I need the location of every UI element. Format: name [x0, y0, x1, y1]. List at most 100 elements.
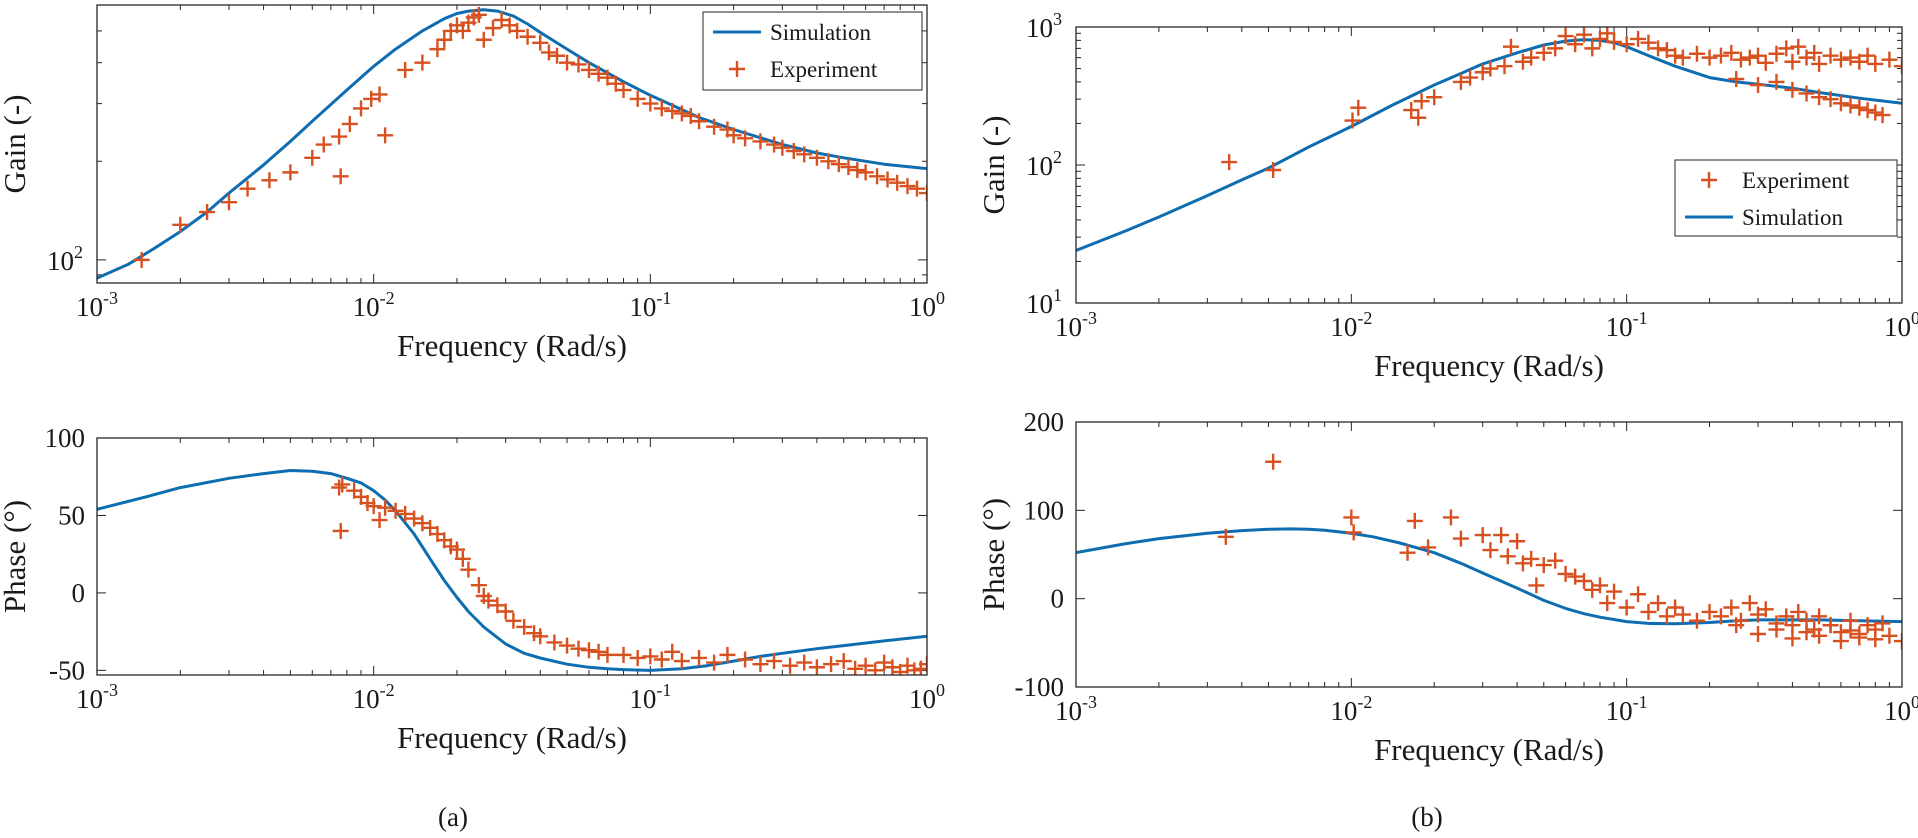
- y-axis-label: Gain (-): [976, 116, 1011, 215]
- y-tick-label: -50: [49, 655, 85, 685]
- legend-box: [702, 11, 923, 91]
- experiment-point: [1811, 627, 1828, 644]
- experiment-point: [505, 612, 522, 629]
- experiment-point: [849, 162, 866, 179]
- experiment-point: [1350, 99, 1367, 116]
- experiment-point: [1894, 58, 1902, 75]
- x-tick-label-exponent: -3: [1082, 308, 1097, 328]
- y-tick-label: 102: [1026, 147, 1062, 181]
- experiment-point: [857, 657, 874, 674]
- experiment-point: [1606, 33, 1623, 50]
- experiment-point: [653, 651, 670, 668]
- experiment-point: [1345, 524, 1362, 541]
- legend-box: [1674, 159, 1898, 237]
- experiment-point: [1867, 55, 1884, 72]
- x-tick-label: 10-1: [1606, 692, 1648, 726]
- experiment-point: [1701, 603, 1718, 620]
- experiment-point: [590, 65, 607, 82]
- experiment-point: [1778, 40, 1795, 57]
- experiment-point: [1874, 615, 1891, 632]
- experiment-point: [1576, 573, 1593, 589]
- plot-area: [97, 6, 927, 280]
- legend-experiment-swatch: [729, 61, 745, 77]
- experiment-point: [1790, 38, 1807, 55]
- experiment-point: [629, 649, 646, 666]
- experiment-point: [673, 653, 690, 670]
- plot-area: [97, 469, 927, 675]
- experiment-point: [1832, 633, 1849, 650]
- caption-b: (b): [1411, 802, 1442, 832]
- experiment-point: [1768, 73, 1785, 90]
- experiment-point: [1265, 453, 1282, 470]
- legend-simulation-label: Simulation: [770, 20, 871, 45]
- experiment-point: [475, 31, 492, 48]
- experiment-point: [470, 577, 487, 594]
- experiment-point: [546, 634, 563, 651]
- experiment-point: [1343, 509, 1360, 526]
- simulation-line: [97, 469, 927, 672]
- experiment-point: [429, 41, 446, 58]
- experiment-point: [1426, 89, 1443, 106]
- x-tick-label-exponent: -2: [1357, 692, 1372, 712]
- experiment-point: [332, 522, 349, 539]
- x-tick-label-exponent: -2: [380, 680, 395, 700]
- experiment-point: [1630, 586, 1647, 603]
- experiment-point: [808, 659, 825, 675]
- experiment-point: [785, 142, 802, 159]
- y-tick-label-exponent: 3: [1053, 9, 1062, 29]
- experiment-point: [1557, 28, 1574, 45]
- experiment-point: [377, 127, 394, 144]
- plot-area: [1076, 453, 1902, 650]
- experiment-point: [1723, 44, 1740, 61]
- x-tick-label-base: 10: [629, 292, 656, 322]
- experiment-point: [470, 6, 487, 23]
- experiment-point: [1859, 47, 1876, 64]
- experiment-point: [1406, 512, 1423, 529]
- experiment-point: [782, 657, 799, 674]
- experiment-point: [673, 105, 690, 122]
- experiment-point: [1474, 64, 1491, 81]
- experiment-point: [460, 561, 477, 578]
- experiment-point: [719, 646, 736, 663]
- plot-area: [1076, 27, 1902, 252]
- experiment-point: [1874, 107, 1891, 124]
- experiment-point: [1784, 53, 1801, 70]
- x-tick-label: 10-2: [1330, 692, 1372, 726]
- experiment-point: [642, 95, 659, 112]
- experiment-point: [1851, 629, 1868, 646]
- experiment-point: [725, 127, 742, 144]
- experiment-point: [540, 44, 557, 61]
- x-tick-label-exponent: 0: [1911, 692, 1918, 712]
- x-axis-label: Frequency (Rad/s): [1374, 348, 1604, 383]
- experiment-point: [1712, 47, 1729, 64]
- experiment-point: [1768, 621, 1785, 638]
- x-tick-label-exponent: -1: [1633, 692, 1648, 712]
- y-axis-label: Gain (-): [0, 95, 32, 194]
- experiment-point: [221, 194, 238, 211]
- x-tick-label-base: 10: [353, 684, 380, 714]
- experiment-point: [1881, 627, 1898, 644]
- experiment-point: [1842, 97, 1859, 114]
- experiment-point: [570, 640, 587, 657]
- y-tick-label-exponent: 2: [74, 242, 83, 262]
- experiment-point: [261, 172, 278, 189]
- experiment-point: [1567, 36, 1584, 53]
- experiment-point: [1867, 631, 1884, 648]
- experiment-point: [1667, 47, 1684, 64]
- experiment-point: [1640, 603, 1657, 620]
- experiment-point: [1658, 608, 1675, 625]
- experiment-point: [1811, 89, 1828, 106]
- x-tick-label-exponent: -1: [656, 288, 671, 308]
- experiment-point: [1784, 630, 1801, 647]
- experiment-point: [691, 649, 708, 666]
- experiment-point: [1728, 617, 1745, 634]
- experiment-point: [1630, 30, 1647, 47]
- experiment-point: [682, 107, 699, 124]
- x-tick-label: 100: [909, 680, 945, 714]
- experiment-point: [1618, 599, 1635, 616]
- experiment-point: [1822, 47, 1839, 64]
- experiment-point: [1712, 608, 1729, 625]
- experiment-point: [1403, 102, 1420, 119]
- y-tick-label-base: 10: [1026, 13, 1053, 43]
